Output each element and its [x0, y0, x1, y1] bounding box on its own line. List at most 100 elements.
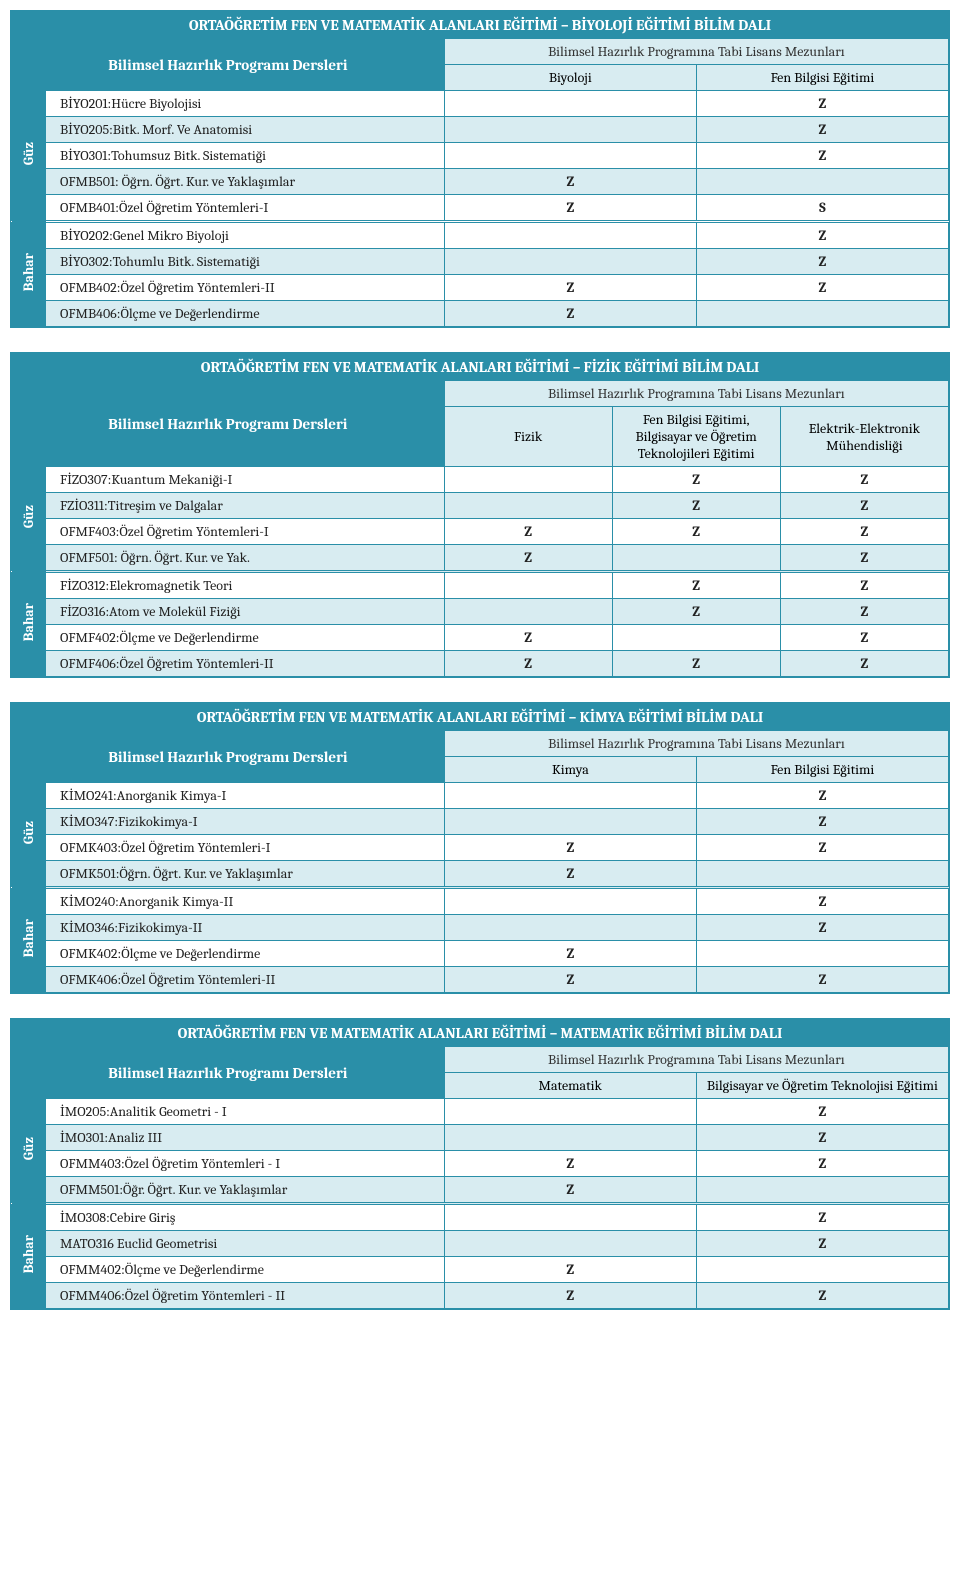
course-name: MATO316 Euclid Geometrisi [46, 1231, 445, 1257]
requirement-value: Z [612, 467, 780, 493]
requirement-value: Z [612, 519, 780, 545]
requirement-value [696, 169, 948, 195]
column-header: Matematik [444, 1073, 696, 1099]
column-header: Kimya [444, 757, 696, 783]
programs-header: Bilimsel Hazırlık Programına Tabi Lisans… [444, 39, 948, 65]
requirement-value [444, 572, 612, 599]
course-name: İMO205:Analitik Geometri - I [46, 1099, 445, 1125]
course-name: KİMO241:Anorganik Kimya-I [46, 783, 445, 809]
column-header: Fizik [444, 407, 612, 467]
course-name: KİMO240:Anorganik Kimya-II [46, 888, 445, 915]
requirement-value [444, 915, 696, 941]
course-name: OFMM406:Özel Öğretim Yöntemleri - II [46, 1283, 445, 1309]
requirement-value: Z [696, 888, 948, 915]
requirement-value [444, 783, 696, 809]
requirement-value [444, 1099, 696, 1125]
requirement-value: Z [696, 1099, 948, 1125]
curriculum-table: ORTAÖĞRETİM FEN VE MATEMATİK ALANLARI EĞ… [10, 702, 950, 994]
requirement-value: Z [696, 835, 948, 861]
course-name: BİYO202:Genel Mikro Biyoloji [46, 222, 445, 249]
programs-header: Bilimsel Hazırlık Programına Tabi Lisans… [444, 731, 948, 757]
courses-header: Bilimsel Hazırlık Programı Dersleri [12, 381, 445, 467]
semester-label: Bahar [12, 888, 46, 993]
requirement-value: Z [780, 599, 948, 625]
courses-header: Bilimsel Hazırlık Programı Dersleri [12, 731, 445, 783]
requirement-value: Z [612, 651, 780, 677]
programs-header: Bilimsel Hazırlık Programına Tabi Lisans… [444, 1047, 948, 1073]
semester-label: Güz [12, 1099, 46, 1204]
course-name: FİZO312:Elekromagnetik Teori [46, 572, 445, 599]
requirement-value: Z [696, 91, 948, 117]
requirement-value: Z [444, 519, 612, 545]
course-name: FİZO307:Kuantum Mekaniği-I [46, 467, 445, 493]
requirement-value: Z [696, 249, 948, 275]
course-name: FİZO316:Atom ve Molekül Fiziği [46, 599, 445, 625]
table-title: ORTAÖĞRETİM FEN VE MATEMATİK ALANLARI EĞ… [12, 1020, 949, 1047]
table-title: ORTAÖĞRETİM FEN VE MATEMATİK ALANLARI EĞ… [12, 704, 949, 731]
requirement-value: Z [444, 169, 696, 195]
requirement-value [444, 1125, 696, 1151]
semester-label: Bahar [12, 572, 46, 677]
requirement-value: Z [444, 1257, 696, 1283]
semester-label: Güz [12, 467, 46, 572]
requirement-value: Z [444, 301, 696, 327]
requirement-value [444, 249, 696, 275]
requirement-value: Z [780, 519, 948, 545]
course-name: BİYO201:Hücre Biyolojisi [46, 91, 445, 117]
course-name: OFMB501: Öğrn. Öğrt. Kur. ve Yaklaşımlar [46, 169, 445, 195]
course-name: BİYO205:Bitk. Morf. Ve Anatomisi [46, 117, 445, 143]
requirement-value: Z [696, 275, 948, 301]
requirement-value [444, 809, 696, 835]
requirement-value [444, 1231, 696, 1257]
column-header: Elektrik-Elektronik Mühendisliği [780, 407, 948, 467]
requirement-value: Z [780, 545, 948, 572]
requirement-value [444, 1204, 696, 1231]
course-name: OFMF501: Öğrn. Öğrt. Kur. ve Yak. [46, 545, 445, 572]
requirement-value [696, 861, 948, 888]
requirement-value [696, 1257, 948, 1283]
requirement-value: Z [444, 941, 696, 967]
course-name: BİYO301:Tohumsuz Bitk. Sistematiği [46, 143, 445, 169]
course-name: OFMM501:Öğr. Öğrt. Kur. ve Yaklaşımlar [46, 1177, 445, 1204]
requirement-value [696, 1177, 948, 1204]
column-header: Bilgisayar ve Öğretim Teknolojisi Eğitim… [696, 1073, 948, 1099]
requirement-value: Z [696, 809, 948, 835]
course-name: OFMM402:Ölçme ve Değerlendirme [46, 1257, 445, 1283]
requirement-value: Z [444, 651, 612, 677]
semester-label: Güz [12, 91, 46, 222]
curriculum-table: ORTAÖĞRETİM FEN VE MATEMATİK ALANLARI EĞ… [10, 1018, 950, 1310]
course-name: OFMF406:Özel Öğretim Yöntemleri-II [46, 651, 445, 677]
curriculum-table: ORTAÖĞRETİM FEN VE MATEMATİK ALANLARI EĞ… [10, 352, 950, 678]
requirement-value: Z [444, 275, 696, 301]
semester-label: Bahar [12, 1204, 46, 1309]
requirement-value [444, 467, 612, 493]
requirement-value: Z [696, 117, 948, 143]
requirement-value [444, 888, 696, 915]
course-name: OFMB402:Özel Öğretim Yöntemleri-II [46, 275, 445, 301]
courses-header: Bilimsel Hazırlık Programı Dersleri [12, 1047, 445, 1099]
requirement-value: Z [612, 599, 780, 625]
requirement-value: Z [696, 1151, 948, 1177]
programs-header: Bilimsel Hazırlık Programına Tabi Lisans… [444, 381, 948, 407]
course-name: İMO308:Cebire Giriş [46, 1204, 445, 1231]
requirement-value [444, 493, 612, 519]
curriculum-table: ORTAÖĞRETİM FEN VE MATEMATİK ALANLARI EĞ… [10, 10, 950, 328]
requirement-value: Z [696, 222, 948, 249]
requirement-value [444, 222, 696, 249]
column-header: Fen Bilgisi Eğitimi [696, 65, 948, 91]
requirement-value: Z [612, 493, 780, 519]
requirement-value: Z [444, 545, 612, 572]
requirement-value: S [696, 195, 948, 222]
course-name: OFMF402:Ölçme ve Değerlendirme [46, 625, 445, 651]
course-name: OFMB406:Ölçme ve Değerlendirme [46, 301, 445, 327]
course-name: İMO301:Analiz III [46, 1125, 445, 1151]
requirement-value: Z [696, 1204, 948, 1231]
requirement-value [444, 599, 612, 625]
course-name: OFMK406:Özel Öğretim Yöntemleri-II [46, 967, 445, 993]
requirement-value: Z [612, 572, 780, 599]
course-name: FZİO311:Titreşim ve Dalgalar [46, 493, 445, 519]
requirement-value [612, 545, 780, 572]
requirement-value: Z [696, 915, 948, 941]
requirement-value: Z [696, 1231, 948, 1257]
course-name: KİMO347:Fizikokimya-I [46, 809, 445, 835]
